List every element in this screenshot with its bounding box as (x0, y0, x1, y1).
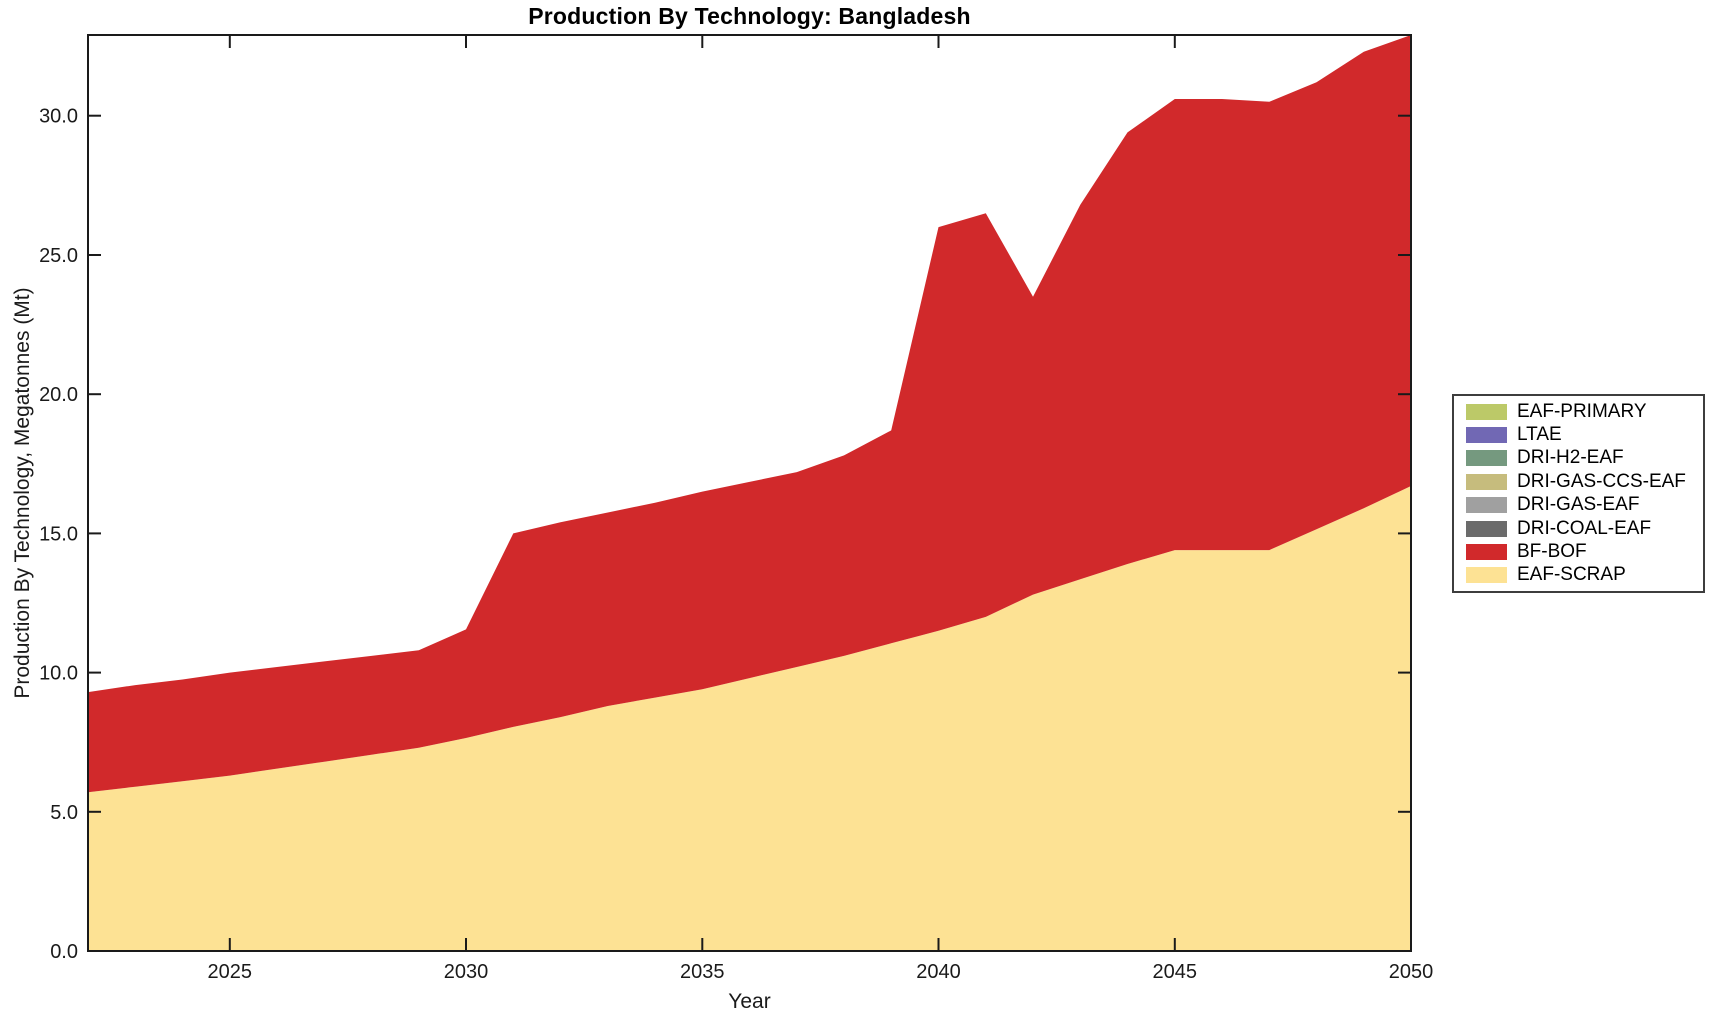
legend-item-dri-h2-eaf: DRI-H2-EAF (1466, 447, 1699, 469)
legend-label: EAF-SCRAP (1517, 564, 1626, 586)
area-eaf-scrap (88, 486, 1411, 951)
plot-frame (87, 34, 1412, 952)
legend-label: DRI-GAS-EAF (1517, 494, 1640, 516)
y-tick-label: 25.0 (39, 245, 78, 267)
legend-swatch-dri-gas-eaf (1466, 497, 1507, 514)
chart-title: Production By Technology: Bangladesh (528, 3, 971, 29)
y-tick-label: 10.0 (39, 663, 78, 685)
legend-label: LTAE (1517, 424, 1562, 446)
y-tick-label: 0.0 (50, 941, 78, 963)
x-tick-label: 2050 (1389, 961, 1434, 983)
legend-label: DRI-COAL-EAF (1517, 517, 1652, 539)
x-tick-label: 2045 (1153, 961, 1198, 983)
x-tick-label: 2035 (680, 961, 725, 983)
legend-label: BF-BOF (1517, 540, 1587, 562)
area-bf-bof (88, 35, 1411, 793)
legend-item-dri-coal-eaf: DRI-COAL-EAF (1466, 518, 1699, 540)
legend-swatch-dri-coal-eaf (1466, 520, 1507, 537)
legend-swatch-ltae (1466, 427, 1507, 444)
legend-item-eaf-primary: EAF-PRIMARY (1466, 401, 1699, 423)
y-tick-label: 30.0 (39, 106, 78, 128)
legend-swatch-dri-gas-ccs-eaf (1466, 473, 1507, 490)
legend-swatch-eaf-scrap (1466, 567, 1507, 584)
legend-label: EAF-PRIMARY (1517, 400, 1647, 422)
legend-item-dri-gas-ccs-eaf: DRI-GAS-CCS-EAF (1466, 471, 1699, 493)
x-tick-label: 2040 (916, 961, 961, 983)
legend-item-ltae: LTAE (1466, 424, 1699, 446)
y-tick-label: 15.0 (39, 523, 78, 545)
x-axis-label: Year (728, 990, 771, 1013)
legend: EAF-PRIMARY LTAE DRI-H2-EAF DRI-GAS-CCS-EAF… (1452, 394, 1705, 593)
legend-item-bf-bof: BF-BOF (1466, 541, 1699, 563)
x-tick-label: 2030 (444, 961, 489, 983)
legend-label: DRI-H2-EAF (1517, 447, 1624, 469)
legend-item-eaf-scrap: EAF-SCRAP (1466, 564, 1699, 586)
y-tick-label: 5.0 (50, 802, 78, 824)
y-tick-label: 20.0 (39, 384, 78, 406)
legend-item-dri-gas-eaf: DRI-GAS-EAF (1466, 494, 1699, 516)
legend-label: DRI-GAS-CCS-EAF (1517, 470, 1686, 492)
legend-swatch-bf-bof (1466, 543, 1507, 560)
legend-swatch-eaf-primary (1466, 403, 1507, 420)
legend-swatch-dri-h2-eaf (1466, 450, 1507, 467)
x-tick-label: 2025 (208, 961, 253, 983)
y-axis-label: Production By Technology, Megatonnes (Mt… (11, 287, 34, 699)
